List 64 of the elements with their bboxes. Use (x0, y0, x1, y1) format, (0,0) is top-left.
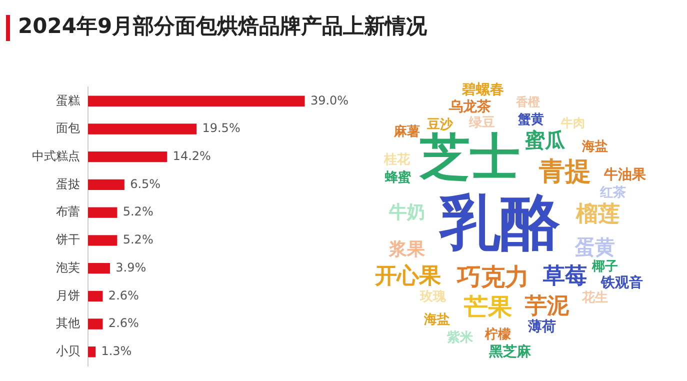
text: 乌龙茶 (449, 99, 491, 115)
text: 蟹黄 (518, 112, 544, 128)
chart-title: 2024年9月部分面包烘焙品牌产品上新情况 (18, 13, 428, 40)
bar (88, 179, 124, 190)
text: 开心果 (375, 264, 441, 289)
data-label: 3.9% (116, 260, 146, 274)
text: 柠檬 (485, 328, 511, 342)
text: 牛油果 (604, 167, 646, 183)
text: 草莓 (543, 264, 587, 289)
text: 芋泥 (525, 294, 569, 319)
y-tick-label: 蛋挞 (56, 176, 80, 191)
text: 牛肉 (561, 116, 585, 130)
data-label: 6.5% (130, 176, 161, 191)
text: 海盐 (582, 140, 608, 154)
data-label: 39.0% (310, 93, 349, 108)
bar (88, 262, 110, 274)
text: 浆果 (389, 239, 425, 260)
data-label: 19.5% (202, 121, 240, 136)
text: 椰子 (592, 260, 618, 274)
data-label: 5.2% (122, 204, 154, 219)
text: 蜜瓜 (525, 128, 565, 152)
bar (88, 207, 118, 218)
text: 花生 (582, 290, 608, 306)
text: 芒果 (464, 293, 512, 321)
data-label: 2.6% (108, 316, 139, 330)
text: 乳酪 (440, 188, 560, 258)
text: 麻薯 (394, 124, 420, 140)
text: 绿豆 (469, 116, 495, 130)
text: 黑芝麻 (489, 344, 531, 360)
text: 玫瑰 (420, 290, 446, 304)
bar (88, 124, 197, 134)
y-tick-label: 布蕾 (56, 204, 80, 219)
bar (88, 96, 305, 106)
y-tick-label: 面包 (56, 121, 80, 136)
text: 蜂蜜 (385, 170, 411, 186)
y-tick-label: 其他 (56, 316, 80, 330)
y-tick-label: 小贝 (56, 344, 80, 358)
y-tick-label: 蛋糕 (56, 93, 80, 108)
y-tick-label: 饼干 (55, 232, 80, 247)
text: 紫米 (447, 330, 473, 346)
text: 海盐 (424, 312, 450, 328)
text: 桂花 (384, 152, 410, 168)
bar (88, 235, 118, 246)
text: 牛奶 (389, 202, 425, 223)
text: 薄荷 (528, 319, 556, 335)
y-tick-label: 中式糕点 (32, 148, 80, 163)
text: 碧螺春 (462, 82, 504, 98)
y-tick-label: 泡芙 (56, 260, 80, 274)
bar (88, 152, 168, 162)
text: 蛋黄 (575, 235, 615, 259)
data-label: 2.6% (108, 288, 139, 302)
data-label: 14.2% (172, 148, 211, 163)
bar (88, 318, 103, 330)
text: 铁观音 (601, 275, 643, 291)
text: 香橙 (516, 95, 540, 109)
text: 榴莲 (576, 202, 620, 227)
text: 青提 (539, 157, 591, 187)
text: 巧克力 (457, 263, 529, 291)
bar (88, 346, 96, 358)
y-tick-label: 月饼 (56, 288, 80, 302)
data-label: 1.3% (101, 344, 132, 358)
text: 红茶 (600, 186, 626, 200)
data-label: 5.2% (122, 232, 154, 247)
bar (88, 290, 103, 302)
